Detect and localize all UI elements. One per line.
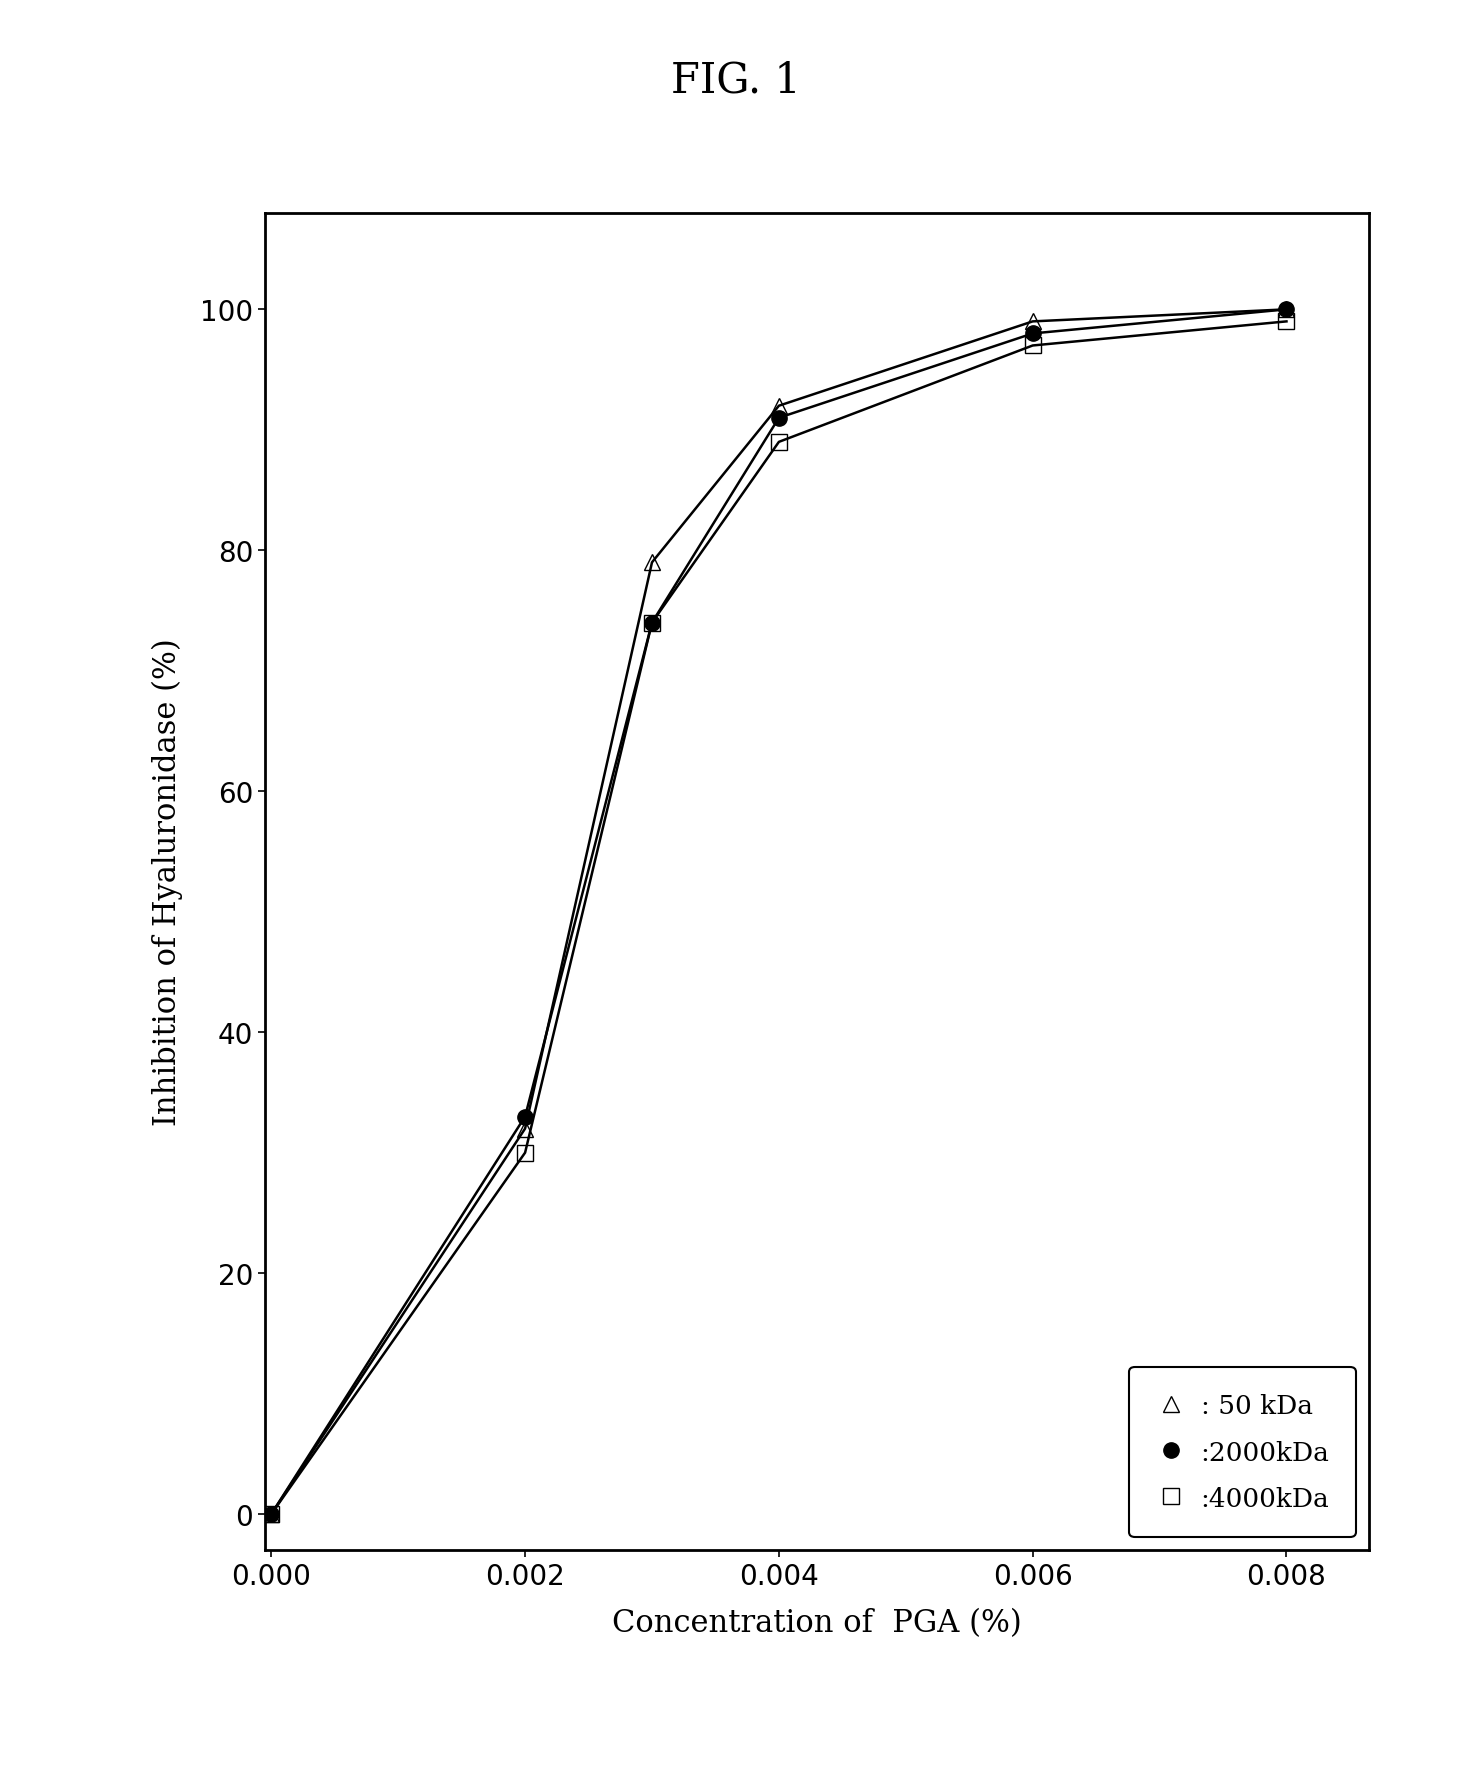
- : 50 kDa: (0.002, 32): 50 kDa: (0.002, 32): [517, 1119, 534, 1140]
- :2000kDa: [643, 613, 661, 634]
- :4000kDa: [1278, 312, 1295, 333]
- :2000kDa: [517, 1107, 534, 1128]
- Y-axis label: Inhibition of Hyaluronidase (%): Inhibition of Hyaluronidase (%): [152, 638, 184, 1126]
- :2000kDa: [1025, 324, 1042, 346]
- :4000kDa: [262, 1504, 280, 1525]
- :2000kDa: [770, 408, 788, 429]
- Line: :4000kDa: :4000kDa: [263, 315, 1294, 1522]
- :4000kDa: [770, 431, 788, 453]
- : 50 kDa: (0, 0): 50 kDa: (0, 0): [262, 1504, 280, 1525]
- : 50 kDa: (0.003, 79): 50 kDa: (0.003, 79): [643, 552, 661, 574]
- :4000kDa: [643, 613, 661, 634]
- : 50 kDa: (0.006, 99): 50 kDa: (0.006, 99): [1025, 312, 1042, 333]
- Text: FIG. 1: FIG. 1: [671, 59, 801, 102]
- :4000kDa: [1025, 335, 1042, 356]
- Legend: : 50 kDa, :2000kDa, :4000kDa: : 50 kDa, :2000kDa, :4000kDa: [1129, 1367, 1356, 1538]
- :2000kDa: [1278, 299, 1295, 321]
- : 50 kDa: (0.004, 92): 50 kDa: (0.004, 92): [770, 396, 788, 417]
- X-axis label: Concentration of  PGA (%): Concentration of PGA (%): [612, 1607, 1022, 1638]
- Line: :2000kDa: :2000kDa: [263, 303, 1294, 1522]
- :4000kDa: [517, 1142, 534, 1164]
- Line: : 50 kDa: : 50 kDa: [263, 303, 1294, 1522]
- :2000kDa: [262, 1504, 280, 1525]
- : 50 kDa: (0.008, 100): 50 kDa: (0.008, 100): [1278, 299, 1295, 321]
